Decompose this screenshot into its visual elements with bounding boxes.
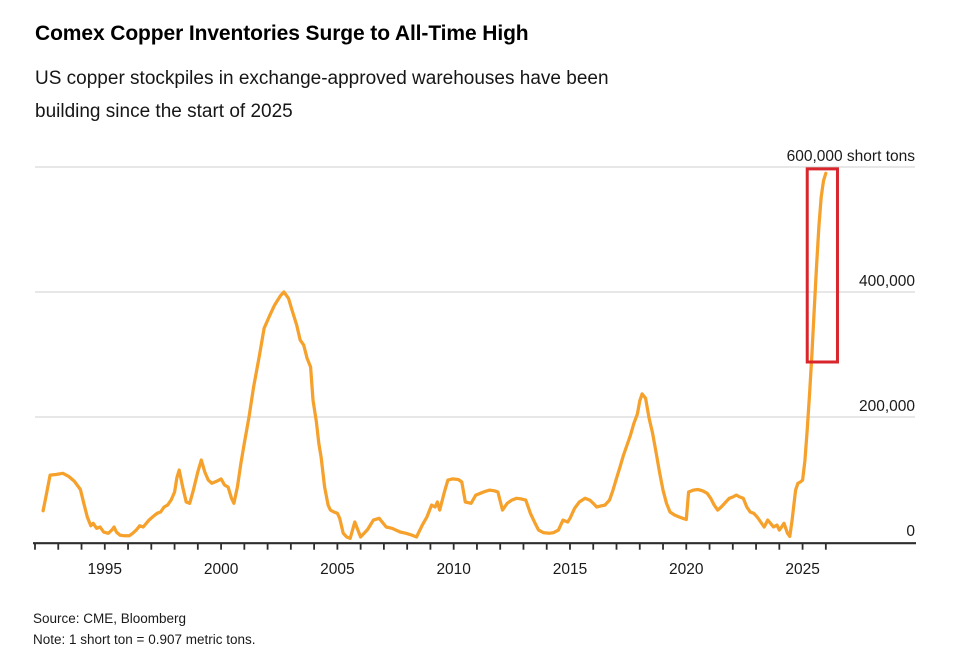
x-tick-label: 2000 xyxy=(204,561,239,578)
chart-subtitle-line2: building since the start of 2025 xyxy=(35,101,293,122)
chart-subtitle: US copper stockpiles in exchange-approve… xyxy=(35,62,609,128)
x-tick-label: 2005 xyxy=(320,561,354,578)
y-tick-label: 200,000 xyxy=(859,398,915,415)
x-tick-label: 2010 xyxy=(436,561,471,578)
x-tick-label: 2025 xyxy=(785,561,819,578)
x-tick-label: 2020 xyxy=(669,561,704,578)
y-tick-label: 0 xyxy=(906,523,915,540)
chart-footer: Source: CME, Bloomberg Note: 1 short ton… xyxy=(33,608,256,650)
highlight-box xyxy=(805,167,839,364)
source-label: Source: CME, Bloomberg xyxy=(33,611,187,626)
y-tick-label: 400,000 xyxy=(859,273,915,290)
chart-title: Comex Copper Inventories Surge to All-Ti… xyxy=(35,22,529,45)
y-tick-label: 600,000 short tons xyxy=(787,148,916,165)
note-label: Note: 1 short ton = 0.907 metric tons. xyxy=(33,632,256,647)
x-tick-label: 1995 xyxy=(88,561,122,578)
chart-subtitle-line1: US copper stockpiles in exchange-approve… xyxy=(35,68,609,89)
x-tick-label: 2015 xyxy=(553,561,587,578)
copper-inventory-line xyxy=(41,171,828,540)
